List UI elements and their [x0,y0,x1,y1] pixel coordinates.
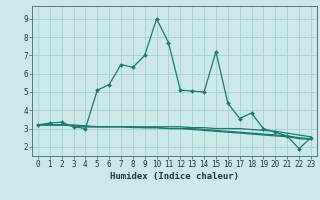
X-axis label: Humidex (Indice chaleur): Humidex (Indice chaleur) [110,172,239,181]
